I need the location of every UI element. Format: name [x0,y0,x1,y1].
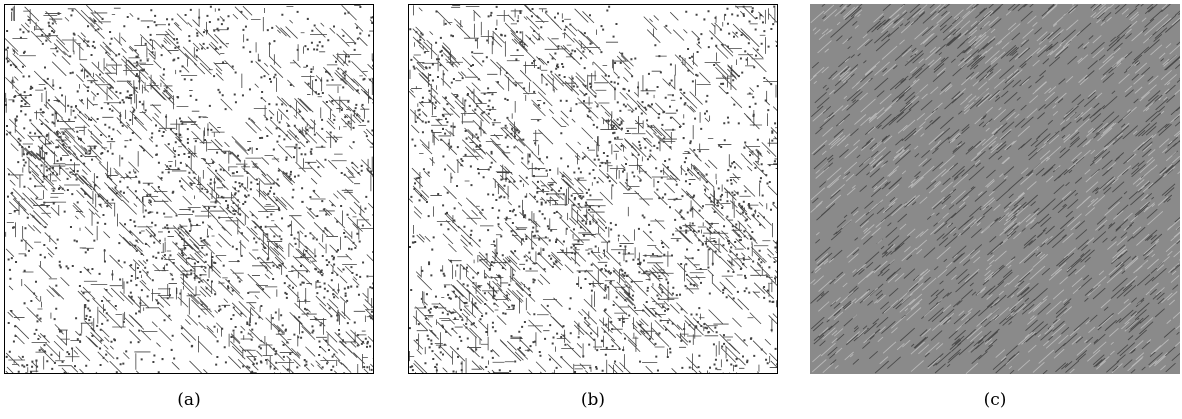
raster-texture [409,5,777,373]
panel-a-raster [5,5,373,373]
caption-b: (b) [580,390,606,410]
raster-texture [5,5,373,373]
caption-a: (a) [177,390,201,410]
panel-c-difference-map [810,4,1180,374]
difference-map-light-texture [810,4,1180,374]
panel-c-image [810,4,1180,374]
caption-c: (c) [983,390,1007,410]
panel-a-image [4,4,374,374]
panel-b-raster [409,5,777,373]
panel-b-image [408,4,778,374]
